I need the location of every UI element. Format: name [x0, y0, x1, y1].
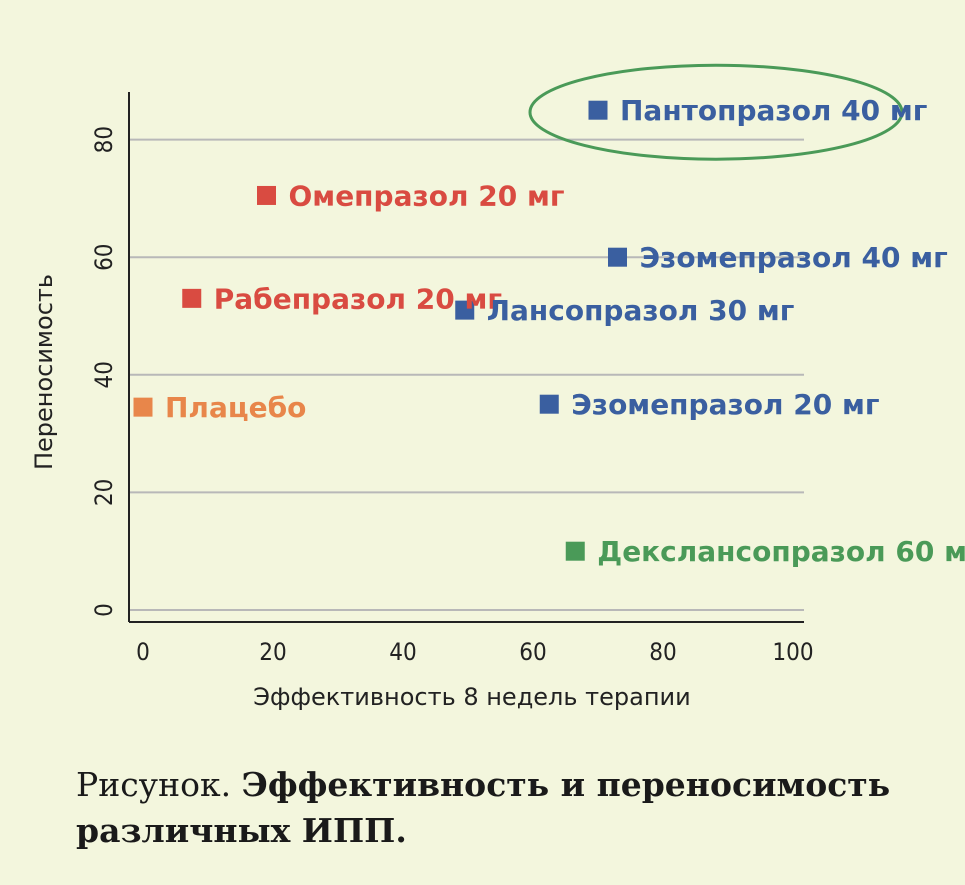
data-point-marker	[539, 394, 559, 414]
point-labels: Пантопразол 40 мг Омепразол 20 мг Эзомепра…	[165, 94, 965, 568]
data-point-marker	[182, 288, 202, 308]
y-tick-label: 80	[90, 126, 118, 153]
x-tick-labels: 0 20 40 60 80 100	[136, 638, 813, 666]
x-tick-label: 80	[649, 638, 676, 666]
figure-caption: Рисунок. Эффективность и переносимость р…	[76, 762, 936, 854]
caption-lead: Рисунок.	[76, 765, 232, 804]
y-axis-title: Переносимость	[30, 274, 58, 470]
data-point-label: Эзомепразол 40 мг	[640, 241, 948, 274]
x-tick-label: 40	[389, 638, 416, 666]
data-point-marker	[257, 185, 276, 205]
y-tick-label: 40	[90, 361, 118, 388]
data-point-label: Лансопразол 30 мг	[487, 294, 795, 327]
data-point-marker	[455, 300, 475, 320]
grid-lines	[129, 138, 804, 611]
y-tick-label: 0	[90, 603, 118, 617]
x-tick-label: 60	[519, 638, 546, 666]
y-tick-labels: 0 20 40 60 80	[90, 126, 118, 617]
x-tick-label: 100	[772, 638, 813, 666]
data-point-marker	[133, 397, 153, 417]
data-point-label: Рабепразол 20 мг	[214, 282, 502, 315]
data-point-label: Пантопразол 40 мг	[620, 94, 927, 127]
highlight-ellipse-layer	[528, 63, 904, 161]
x-axis-title: Эффективность 8 недель терапии	[253, 683, 691, 711]
axes	[128, 92, 804, 623]
data-point-marker	[565, 541, 585, 561]
scatter-chart: 0 20 40 60 80 0 20 40 60 80 100 Переносимость Эфф…	[30, 63, 965, 711]
data-point-marker	[588, 100, 608, 120]
highlight-ellipse	[528, 63, 904, 161]
data-point-marker	[608, 247, 627, 267]
data-points	[133, 100, 627, 561]
caption-title: Эффективность и переносимость различных …	[76, 765, 891, 850]
data-point-label: Эзомепразол 20 мг	[571, 388, 879, 421]
data-point-label: Омепразол 20 мг	[289, 179, 565, 212]
data-point-label: Плацебо	[165, 391, 306, 424]
x-tick-label: 0	[136, 638, 150, 666]
y-tick-label: 20	[90, 479, 118, 506]
x-tick-label: 20	[259, 638, 286, 666]
data-point-label: Декслансопразол 60 мг	[597, 535, 965, 568]
y-tick-label: 60	[90, 243, 118, 270]
